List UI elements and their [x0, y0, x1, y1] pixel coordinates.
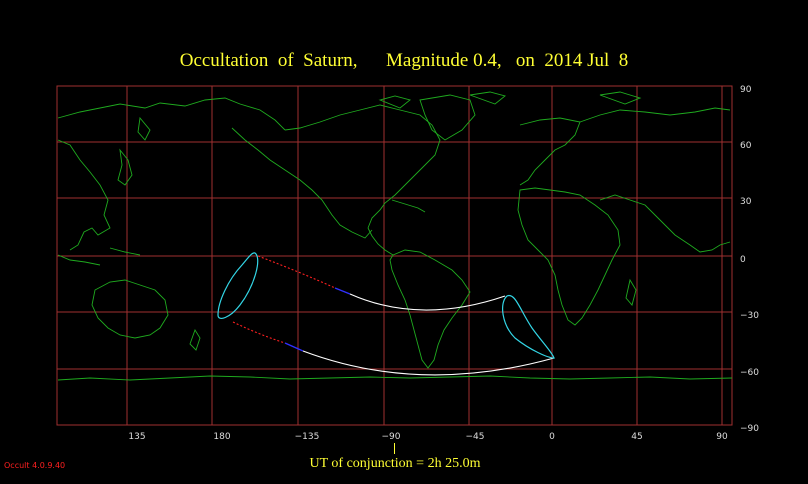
lat-tick-label: −60 [740, 368, 759, 378]
lon-tick-label: 0 [549, 432, 555, 442]
coastline [137, 116, 151, 141]
lon-tick-label: −45 [466, 432, 485, 442]
coastline [579, 107, 731, 123]
coastline [469, 91, 506, 105]
conjunction-time: UT of conjunction = 2h 25.0m [309, 456, 481, 471]
western-limit-loop [217, 252, 259, 319]
occultation-paths [217, 252, 555, 376]
coastline [599, 91, 642, 105]
coastline [231, 127, 373, 239]
conjunction-marker [394, 443, 395, 454]
coastline [189, 328, 201, 351]
lat-tick-label: −30 [740, 311, 759, 321]
coastline [91, 279, 169, 339]
northern-limit-twilight [334, 287, 351, 295]
coastline [57, 139, 111, 251]
lon-tick-label: −135 [295, 432, 320, 442]
lon-tick-label: 135 [128, 432, 145, 442]
coastline [378, 95, 411, 109]
coastline [391, 199, 426, 213]
coastline [519, 117, 581, 186]
northern-limit-day [349, 293, 506, 311]
coastline [57, 254, 101, 266]
lon-tick-label: 45 [631, 432, 642, 442]
coastline [284, 104, 441, 229]
southern-limit-day [302, 350, 555, 376]
lon-tick-label: 90 [716, 432, 728, 442]
eastern-limit-loop [501, 294, 555, 359]
lat-tick-label: 90 [740, 85, 752, 95]
southern-limit-twilight [284, 342, 304, 352]
northern-limit-night [257, 255, 336, 289]
coastline [419, 94, 476, 141]
lat-tick-label: 30 [740, 197, 752, 207]
coastline [57, 97, 286, 131]
coastline [57, 375, 733, 381]
coastline [389, 249, 471, 369]
lat-tick-label: 0 [740, 255, 746, 265]
coastline [599, 194, 731, 253]
graticule [57, 86, 732, 425]
lon-tick-label: −90 [382, 432, 401, 442]
map-title: Occultation of Saturn, Magnitude 0.4, on… [179, 50, 629, 71]
coastline [517, 187, 621, 326]
coastline [117, 148, 133, 186]
axis-ticks: 135 180 −135 −90 −45 0 45 90 90 60 30 0 −30 −60 −90 [128, 85, 759, 442]
coastlines [57, 91, 733, 381]
software-version: Occult 4.0.9.40 [4, 461, 66, 470]
lon-tick-label: 180 [213, 432, 230, 442]
coastline [625, 278, 637, 306]
southern-limit-night [232, 321, 286, 344]
coastline [367, 227, 394, 256]
lat-tick-label: −90 [740, 424, 759, 434]
coastline [109, 247, 141, 256]
lat-tick-label: 60 [740, 141, 752, 151]
